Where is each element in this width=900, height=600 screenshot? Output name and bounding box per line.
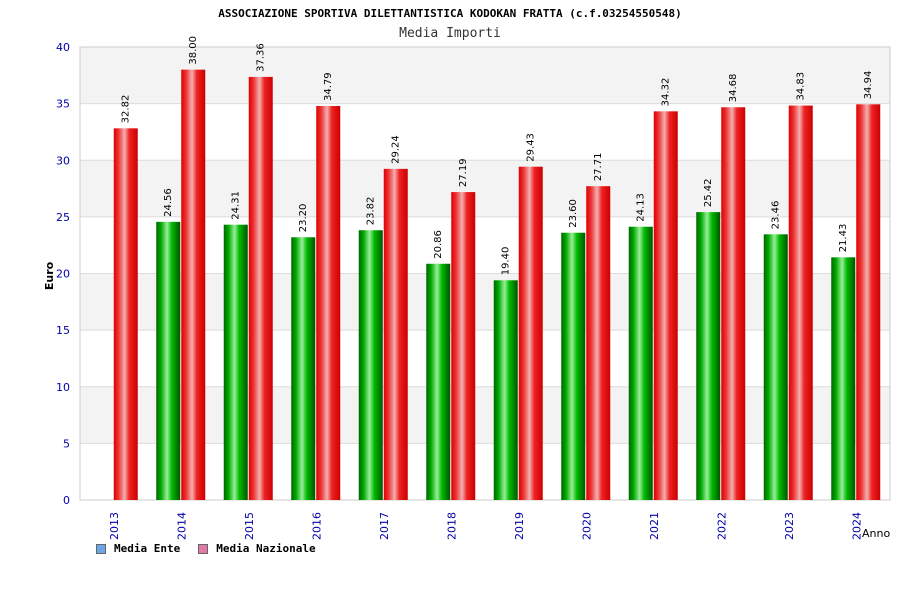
value-label-media-ente-2019: 19.40 bbox=[501, 247, 512, 276]
bar-media-ente-2014 bbox=[156, 221, 181, 500]
value-label-media-nazionale-2020: 27.71 bbox=[593, 153, 604, 182]
bar-media-ente-2024 bbox=[831, 257, 856, 500]
bar-media-nazionale-2019 bbox=[518, 166, 543, 500]
x-tick-label-2018: 2018 bbox=[445, 512, 458, 540]
plot-band bbox=[80, 443, 890, 500]
chart-subtitle: Media Importi bbox=[399, 26, 501, 41]
bar-media-nazionale-2022 bbox=[721, 107, 746, 501]
value-label-media-ente-2020: 23.60 bbox=[568, 199, 579, 228]
plot-band bbox=[80, 103, 890, 161]
chart-title: ASSOCIAZIONE SPORTIVA DILETTANTISTICA KO… bbox=[218, 7, 682, 20]
value-label-media-nazionale-2018: 27.19 bbox=[458, 158, 469, 187]
bar-media-nazionale-2016 bbox=[316, 106, 341, 501]
value-label-media-ente-2015: 24.31 bbox=[231, 191, 242, 220]
y-tick-label: 0 bbox=[63, 494, 70, 507]
value-label-media-ente-2017: 23.82 bbox=[366, 197, 377, 226]
plot-background bbox=[79, 46, 891, 501]
bar-media-nazionale-2013 bbox=[113, 128, 138, 500]
y-axis-label: Euro bbox=[43, 261, 56, 290]
legend: Media Ente Media Nazionale bbox=[96, 542, 334, 555]
bar-media-ente-2020 bbox=[561, 232, 586, 501]
y-tick-label: 15 bbox=[56, 324, 70, 337]
x-axis-ticks: 2013 2014 2015 2016 2017 2018 2019 2020 2021 2022… bbox=[108, 512, 864, 540]
value-label-media-nazionale-2017: 29.24 bbox=[391, 135, 402, 164]
x-tick-label-2021: 2021 bbox=[648, 512, 661, 540]
y-axis-ticks: 0 5 10 15 20 25 30 35 40 bbox=[56, 41, 70, 507]
value-label-media-ente-2016: 23.20 bbox=[298, 204, 309, 233]
legend-item-media-nazionale: Media Nazionale bbox=[198, 542, 316, 555]
legend-item-media-ente: Media Ente bbox=[96, 542, 180, 555]
plot-band bbox=[80, 330, 890, 387]
value-label-media-nazionale-2014: 38.00 bbox=[188, 36, 199, 65]
x-tick-label-2024: 2024 bbox=[850, 512, 863, 540]
bar-media-ente-2022 bbox=[696, 212, 721, 500]
x-tick-label-2020: 2020 bbox=[580, 512, 593, 540]
plot-frame bbox=[79, 46, 891, 501]
plot-band bbox=[80, 386, 890, 444]
x-tick-label-2015: 2015 bbox=[243, 512, 256, 540]
x-tick-label-2013: 2013 bbox=[108, 512, 121, 540]
bar-media-ente-2021 bbox=[628, 226, 653, 500]
legend-swatch-media-nazionale bbox=[198, 543, 209, 554]
bar-media-ente-2016 bbox=[291, 237, 316, 500]
bar-media-ente-2017 bbox=[358, 230, 383, 500]
y-tick-label: 10 bbox=[56, 381, 70, 394]
value-label-media-ente-2024: 21.43 bbox=[838, 224, 849, 253]
bar-media-nazionale-2020 bbox=[586, 186, 611, 500]
bar-media-ente-2015 bbox=[223, 224, 248, 500]
value-label-media-nazionale-2022: 34.68 bbox=[728, 74, 739, 103]
bar-media-nazionale-2018 bbox=[451, 192, 476, 501]
value-label-media-nazionale-2016: 34.79 bbox=[323, 72, 334, 101]
x-tick-label-2022: 2022 bbox=[715, 512, 728, 540]
bar-media-nazionale-2021 bbox=[653, 111, 678, 501]
x-tick-label-2017: 2017 bbox=[378, 512, 391, 540]
value-label-media-nazionale-2013: 32.82 bbox=[121, 95, 132, 124]
y-tick-label: 25 bbox=[56, 211, 70, 224]
value-label-media-nazionale-2024: 34.94 bbox=[863, 71, 874, 100]
value-label-media-ente-2021: 24.13 bbox=[636, 193, 647, 222]
value-label-media-nazionale-2019: 29.43 bbox=[526, 133, 537, 162]
x-tick-label-2019: 2019 bbox=[513, 512, 526, 540]
x-tick-label-2023: 2023 bbox=[783, 512, 796, 540]
value-label-media-nazionale-2021: 34.32 bbox=[661, 78, 672, 107]
y-tick-label: 40 bbox=[56, 41, 70, 54]
x-tick-label-2016: 2016 bbox=[310, 512, 323, 540]
bar-media-nazionale-2017 bbox=[383, 168, 408, 500]
value-label-media-ente-2023: 23.46 bbox=[771, 201, 782, 230]
legend-swatch-media-ente bbox=[96, 543, 106, 554]
y-tick-label: 5 bbox=[63, 437, 70, 450]
plot-band bbox=[80, 47, 890, 104]
plot-band bbox=[80, 273, 890, 331]
bar-media-nazionale-2024 bbox=[856, 104, 881, 500]
y-tick-label: 35 bbox=[56, 98, 70, 111]
value-label-media-ente-2022: 25.42 bbox=[703, 178, 714, 207]
legend-label-media-nazionale: Media Nazionale bbox=[216, 542, 316, 555]
value-label-media-nazionale-2023: 34.83 bbox=[796, 72, 807, 101]
bar-media-ente-2019 bbox=[493, 280, 518, 500]
bar-media-nazionale-2023 bbox=[788, 105, 813, 501]
value-label-media-ente-2014: 24.56 bbox=[163, 188, 174, 217]
plot-band bbox=[80, 160, 890, 217]
plot-band bbox=[80, 216, 890, 274]
value-labels: 32.82 24.56 38.00 24.31 37.36 23.20 34.79 23.82… bbox=[121, 36, 875, 275]
x-tick-label-2014: 2014 bbox=[175, 512, 188, 540]
bar-media-ente-2023 bbox=[763, 234, 788, 501]
bar-media-ente-2018 bbox=[426, 263, 451, 500]
value-label-media-ente-2018: 20.86 bbox=[433, 230, 444, 259]
bar-media-nazionale-2015 bbox=[248, 76, 273, 500]
legend-label-media-ente: Media Ente bbox=[114, 542, 181, 555]
y-tick-label: 30 bbox=[56, 154, 70, 167]
y-tick-label: 20 bbox=[56, 268, 70, 281]
bar-media-nazionale-2014 bbox=[181, 69, 206, 501]
bars bbox=[113, 69, 881, 501]
x-axis-label: Anno bbox=[862, 527, 890, 540]
value-label-media-nazionale-2015: 37.36 bbox=[256, 43, 267, 72]
